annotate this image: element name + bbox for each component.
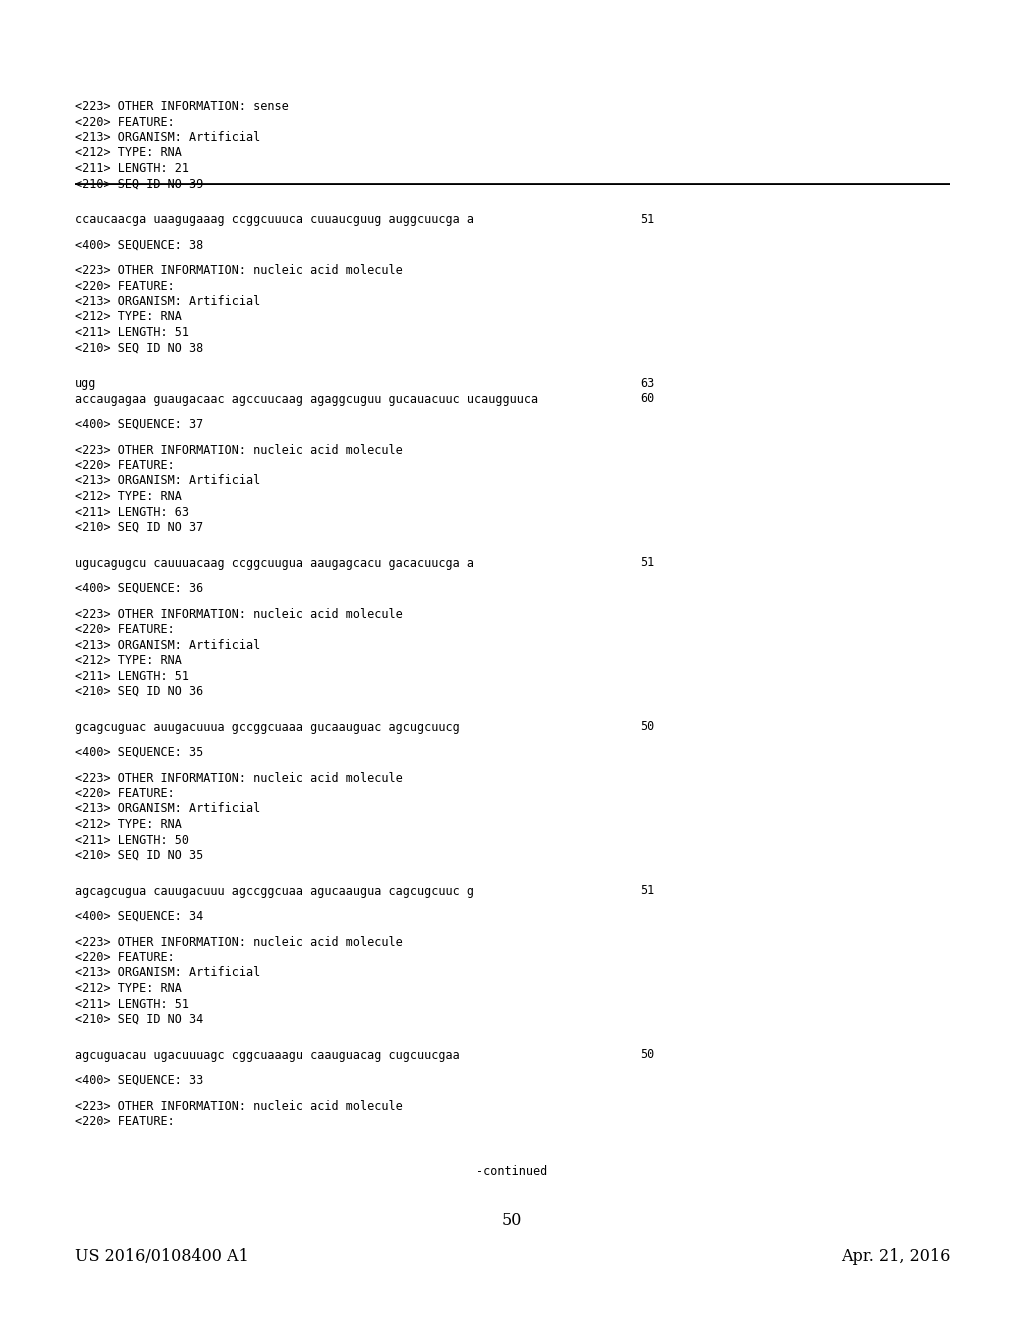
Text: <220> FEATURE:: <220> FEATURE: xyxy=(75,950,175,964)
Text: ccaucaacga uaagugaaag ccggcuuuca cuuaucguug auggcuucga a: ccaucaacga uaagugaaag ccggcuuuca cuuaucg… xyxy=(75,213,474,226)
Text: <212> TYPE: RNA: <212> TYPE: RNA xyxy=(75,982,182,995)
Text: <213> ORGANISM: Artificial: <213> ORGANISM: Artificial xyxy=(75,294,260,308)
Text: <210> SEQ ID NO 37: <210> SEQ ID NO 37 xyxy=(75,521,203,535)
Text: <220> FEATURE:: <220> FEATURE: xyxy=(75,280,175,293)
Text: US 2016/0108400 A1: US 2016/0108400 A1 xyxy=(75,1247,249,1265)
Text: 50: 50 xyxy=(502,1212,522,1229)
Text: <211> LENGTH: 21: <211> LENGTH: 21 xyxy=(75,162,189,176)
Text: <400> SEQUENCE: 38: <400> SEQUENCE: 38 xyxy=(75,239,203,252)
Text: 51: 51 xyxy=(640,557,654,569)
Text: accaugagaa guaugacaac agccuucaag agaggcuguu gucauacuuc ucaugguuca: accaugagaa guaugacaac agccuucaag agaggcu… xyxy=(75,392,539,405)
Text: <220> FEATURE:: <220> FEATURE: xyxy=(75,787,175,800)
Text: <213> ORGANISM: Artificial: <213> ORGANISM: Artificial xyxy=(75,639,260,652)
Text: gcagcuguac auugacuuua gccggcuaaa gucaauguac agcugcuucg: gcagcuguac auugacuuua gccggcuaaa gucaaug… xyxy=(75,721,460,734)
Text: <213> ORGANISM: Artificial: <213> ORGANISM: Artificial xyxy=(75,803,260,816)
Text: <211> LENGTH: 51: <211> LENGTH: 51 xyxy=(75,326,189,339)
Text: <210> SEQ ID NO 39: <210> SEQ ID NO 39 xyxy=(75,177,203,190)
Text: <213> ORGANISM: Artificial: <213> ORGANISM: Artificial xyxy=(75,966,260,979)
Text: <212> TYPE: RNA: <212> TYPE: RNA xyxy=(75,818,182,832)
Text: <220> FEATURE:: <220> FEATURE: xyxy=(75,116,175,128)
Text: <400> SEQUENCE: 33: <400> SEQUENCE: 33 xyxy=(75,1074,203,1086)
Text: <220> FEATURE:: <220> FEATURE: xyxy=(75,459,175,473)
Text: -continued: -continued xyxy=(476,1166,548,1177)
Text: <210> SEQ ID NO 38: <210> SEQ ID NO 38 xyxy=(75,342,203,355)
Text: <211> LENGTH: 63: <211> LENGTH: 63 xyxy=(75,506,189,519)
Text: <210> SEQ ID NO 36: <210> SEQ ID NO 36 xyxy=(75,685,203,698)
Text: 60: 60 xyxy=(640,392,654,405)
Text: <223> OTHER INFORMATION: nucleic acid molecule: <223> OTHER INFORMATION: nucleic acid mo… xyxy=(75,264,402,277)
Text: <223> OTHER INFORMATION: nucleic acid molecule: <223> OTHER INFORMATION: nucleic acid mo… xyxy=(75,771,402,784)
Text: <223> OTHER INFORMATION: nucleic acid molecule: <223> OTHER INFORMATION: nucleic acid mo… xyxy=(75,1100,402,1113)
Text: agcuguacau ugacuuuagc cggcuaaagu caauguacag cugcuucgaa: agcuguacau ugacuuuagc cggcuaaagu caaugua… xyxy=(75,1048,460,1061)
Text: <220> FEATURE:: <220> FEATURE: xyxy=(75,623,175,636)
Text: <223> OTHER INFORMATION: sense: <223> OTHER INFORMATION: sense xyxy=(75,100,289,114)
Text: <220> FEATURE:: <220> FEATURE: xyxy=(75,1115,175,1129)
Text: <210> SEQ ID NO 35: <210> SEQ ID NO 35 xyxy=(75,849,203,862)
Text: <400> SEQUENCE: 37: <400> SEQUENCE: 37 xyxy=(75,418,203,432)
Text: <223> OTHER INFORMATION: nucleic acid molecule: <223> OTHER INFORMATION: nucleic acid mo… xyxy=(75,444,402,457)
Text: <211> LENGTH: 51: <211> LENGTH: 51 xyxy=(75,669,189,682)
Text: ugg: ugg xyxy=(75,378,96,389)
Text: Apr. 21, 2016: Apr. 21, 2016 xyxy=(841,1247,950,1265)
Text: <400> SEQUENCE: 36: <400> SEQUENCE: 36 xyxy=(75,582,203,595)
Text: <212> TYPE: RNA: <212> TYPE: RNA xyxy=(75,653,182,667)
Text: 50: 50 xyxy=(640,1048,654,1061)
Text: <212> TYPE: RNA: <212> TYPE: RNA xyxy=(75,310,182,323)
Text: agcagcugua cauugacuuu agccggcuaa agucaaugua cagcugcuuc g: agcagcugua cauugacuuu agccggcuaa agucaau… xyxy=(75,884,474,898)
Text: 51: 51 xyxy=(640,884,654,898)
Text: <223> OTHER INFORMATION: nucleic acid molecule: <223> OTHER INFORMATION: nucleic acid mo… xyxy=(75,607,402,620)
Text: <213> ORGANISM: Artificial: <213> ORGANISM: Artificial xyxy=(75,131,260,144)
Text: <223> OTHER INFORMATION: nucleic acid molecule: <223> OTHER INFORMATION: nucleic acid mo… xyxy=(75,936,402,949)
Text: <211> LENGTH: 50: <211> LENGTH: 50 xyxy=(75,833,189,846)
Text: 51: 51 xyxy=(640,213,654,226)
Text: <210> SEQ ID NO 34: <210> SEQ ID NO 34 xyxy=(75,1012,203,1026)
Text: <213> ORGANISM: Artificial: <213> ORGANISM: Artificial xyxy=(75,474,260,487)
Text: 63: 63 xyxy=(640,378,654,389)
Text: <211> LENGTH: 51: <211> LENGTH: 51 xyxy=(75,998,189,1011)
Text: <400> SEQUENCE: 35: <400> SEQUENCE: 35 xyxy=(75,746,203,759)
Text: <212> TYPE: RNA: <212> TYPE: RNA xyxy=(75,147,182,160)
Text: <212> TYPE: RNA: <212> TYPE: RNA xyxy=(75,490,182,503)
Text: ugucagugcu cauuuacaag ccggcuugua aaugagcacu gacacuucga a: ugucagugcu cauuuacaag ccggcuugua aaugagc… xyxy=(75,557,474,569)
Text: <400> SEQUENCE: 34: <400> SEQUENCE: 34 xyxy=(75,909,203,923)
Text: 50: 50 xyxy=(640,721,654,734)
